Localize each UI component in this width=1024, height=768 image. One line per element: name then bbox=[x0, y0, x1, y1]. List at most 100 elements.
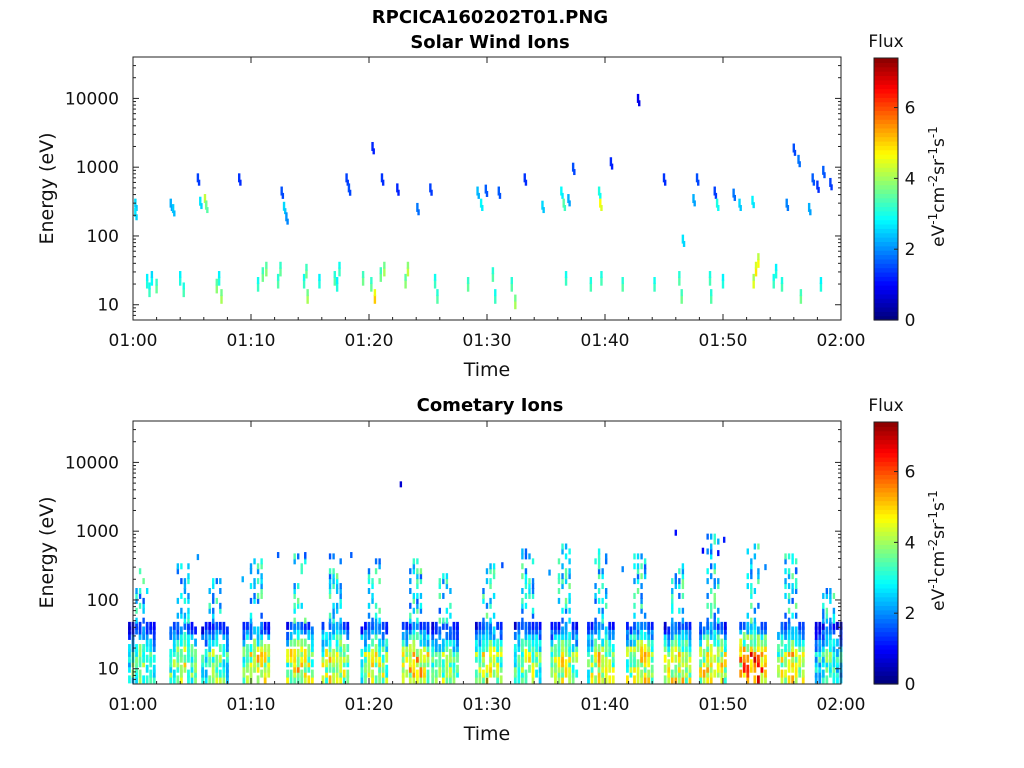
heatmap-cell bbox=[183, 578, 187, 585]
colorbar-swatch bbox=[874, 180, 898, 186]
heatmap-cell bbox=[757, 631, 760, 640]
colorbar-unit-label: eV-1cm-2sr-1s-1 bbox=[926, 126, 949, 247]
heatmap-cell bbox=[590, 631, 594, 640]
heatmap-cell bbox=[489, 669, 492, 678]
heatmap-cell bbox=[332, 648, 335, 657]
heatmap-cell bbox=[561, 675, 564, 684]
heatmap-cell bbox=[680, 289, 683, 297]
heatmap-cell bbox=[293, 675, 297, 684]
heatmap-cell bbox=[183, 644, 187, 653]
heatmap-cell bbox=[479, 198, 483, 208]
colorbar-swatch bbox=[874, 106, 898, 111]
heatmap-cell bbox=[720, 648, 724, 657]
heatmap-cell bbox=[208, 638, 212, 647]
heatmap-cell bbox=[179, 626, 183, 635]
colorbar-swatch bbox=[874, 302, 898, 308]
heatmap-cell bbox=[128, 648, 131, 657]
heatmap-cell bbox=[332, 553, 335, 560]
heatmap-cell bbox=[825, 592, 829, 599]
heatmap-cell bbox=[723, 659, 727, 668]
heatmap-cell bbox=[825, 659, 829, 668]
heatmap-cell bbox=[528, 631, 531, 640]
x-axis-label: Time bbox=[463, 723, 511, 745]
heatmap-cell bbox=[286, 621, 289, 630]
heatmap-cell bbox=[197, 179, 201, 186]
heatmap-cell bbox=[640, 583, 643, 590]
heatmap-cell bbox=[367, 578, 371, 585]
heatmap-cell bbox=[513, 669, 517, 678]
heatmap-cell bbox=[780, 675, 784, 684]
heatmap-cell bbox=[408, 648, 412, 657]
heatmap-cell bbox=[663, 644, 667, 653]
heatmap-cell bbox=[385, 626, 389, 635]
heatmap-cell bbox=[832, 644, 836, 653]
heatmap-cell bbox=[643, 631, 647, 640]
heatmap-cell bbox=[249, 659, 253, 668]
heatmap-cell bbox=[492, 654, 496, 663]
heatmap-cell bbox=[169, 664, 173, 673]
heatmap-cell bbox=[702, 654, 706, 663]
heatmap-cell bbox=[419, 631, 423, 640]
heatmap-cell bbox=[732, 188, 735, 198]
heatmap-cell bbox=[699, 631, 702, 640]
heatmap-cell bbox=[201, 675, 205, 684]
heatmap-cell bbox=[332, 578, 335, 585]
heatmap-cell bbox=[408, 626, 412, 635]
heatmap-cell bbox=[408, 669, 412, 678]
heatmap-cell bbox=[814, 654, 818, 663]
heatmap-cell bbox=[361, 276, 365, 286]
colorbar-tick-label: 0 bbox=[905, 311, 916, 331]
heatmap-cell bbox=[557, 578, 561, 585]
heatmap-cell bbox=[611, 654, 615, 663]
heatmap-cell bbox=[150, 271, 154, 279]
heatmap-cell bbox=[521, 588, 524, 595]
heatmap-cell bbox=[345, 173, 348, 183]
heatmap-cell bbox=[381, 664, 385, 673]
heatmap-cell bbox=[378, 648, 382, 657]
heatmap-cell bbox=[135, 588, 138, 595]
heatmap-cell bbox=[688, 621, 692, 630]
heatmap-cell bbox=[814, 664, 818, 673]
heatmap-cell bbox=[431, 675, 435, 684]
heatmap-cell bbox=[794, 583, 798, 590]
heatmap-cell bbox=[720, 638, 724, 647]
heatmap-cell bbox=[601, 669, 605, 678]
heatmap-cell bbox=[636, 563, 640, 570]
heatmap-cell bbox=[514, 294, 517, 302]
heatmap-cell bbox=[716, 659, 720, 668]
heatmap-cell bbox=[823, 172, 826, 179]
colorbar-swatch bbox=[874, 123, 898, 129]
heatmap-cell bbox=[784, 578, 787, 585]
heatmap-cell bbox=[431, 669, 435, 678]
heatmap-cell bbox=[135, 626, 138, 635]
heatmap-cell bbox=[148, 282, 151, 290]
heatmap-cell bbox=[636, 588, 640, 595]
heatmap-cell bbox=[249, 568, 253, 575]
heatmap-cell bbox=[408, 664, 412, 673]
heatmap-cell bbox=[633, 644, 636, 653]
heatmap-cell bbox=[438, 617, 441, 624]
heatmap-cell bbox=[142, 607, 145, 614]
heatmap-cell bbox=[211, 669, 215, 678]
heatmap-cell bbox=[373, 294, 377, 304]
heatmap-cell bbox=[276, 552, 280, 559]
heatmap-cell bbox=[401, 638, 405, 647]
heatmap-cell bbox=[339, 631, 343, 640]
heatmap-cell bbox=[346, 644, 350, 653]
heatmap-cell bbox=[452, 638, 456, 647]
heatmap-cell bbox=[289, 675, 293, 684]
heatmap-cell bbox=[445, 659, 449, 668]
colorbar-swatch bbox=[874, 443, 898, 449]
heatmap-cell bbox=[215, 675, 219, 684]
heatmap-cell bbox=[441, 675, 445, 684]
heatmap-cell bbox=[638, 100, 641, 107]
colorbar-swatch bbox=[874, 496, 898, 502]
heatmap-cell bbox=[367, 631, 371, 640]
heatmap-cell bbox=[378, 644, 382, 653]
heatmap-cell bbox=[256, 659, 260, 668]
heatmap-cell bbox=[332, 568, 335, 575]
heatmap-cell bbox=[697, 179, 700, 186]
heatmap-cell bbox=[449, 631, 452, 640]
heatmap-cell bbox=[401, 675, 405, 684]
heatmap-cell bbox=[653, 282, 656, 292]
